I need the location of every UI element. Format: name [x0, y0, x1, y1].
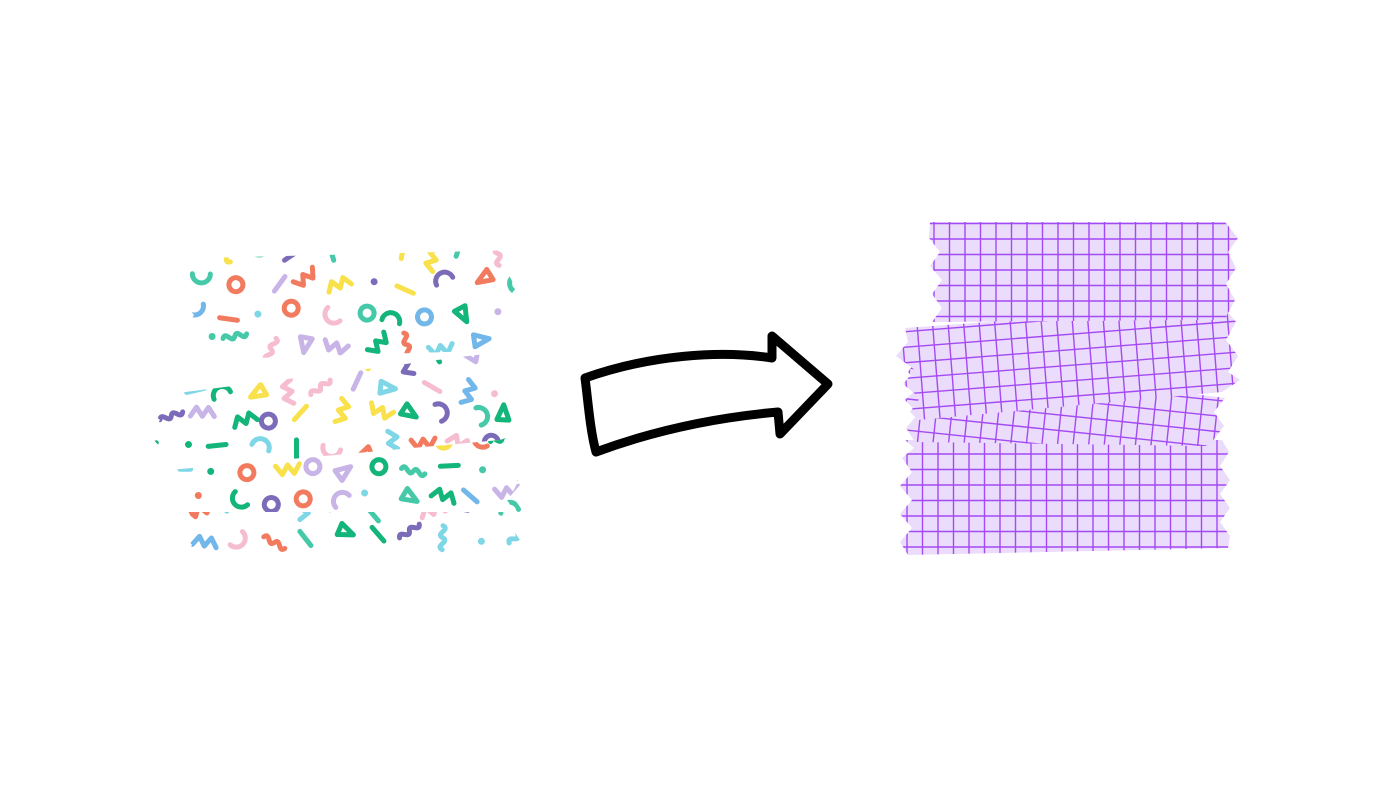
grid-tape-strip — [900, 440, 1230, 555]
arrow-outline — [580, 331, 833, 457]
hand-drawn-right-arrow-icon — [580, 331, 833, 457]
confetti-tape-strip — [183, 250, 519, 360]
grid-washi-tape-stack — [896, 222, 1240, 555]
confetti-washi-tape-stack — [138, 250, 540, 560]
